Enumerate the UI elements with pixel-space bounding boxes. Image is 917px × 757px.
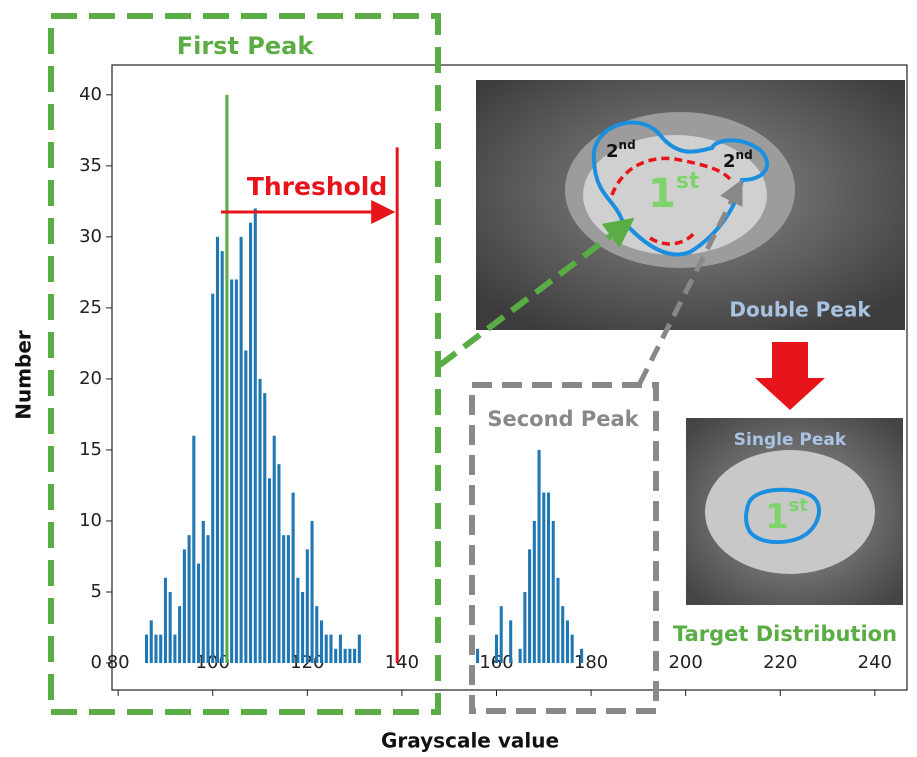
bar	[306, 549, 309, 663]
bar	[173, 635, 176, 663]
bar	[263, 393, 266, 663]
bar	[258, 379, 261, 663]
bar	[273, 436, 276, 663]
bar	[211, 294, 214, 663]
bar	[206, 535, 209, 663]
bar	[519, 649, 522, 663]
x-tick-label: 80	[107, 652, 130, 673]
bar	[325, 635, 328, 663]
bar	[249, 223, 252, 663]
bar	[571, 635, 574, 663]
bar	[254, 208, 257, 663]
threshold-label: Threshold	[247, 172, 387, 201]
first-peak-title: First Peak	[177, 32, 315, 60]
y-tick-label: 30	[79, 226, 102, 247]
x-tick-label: 180	[574, 652, 608, 673]
bar	[344, 649, 347, 663]
bar	[188, 535, 191, 663]
bar	[287, 535, 290, 663]
bar	[500, 606, 503, 663]
bar	[145, 635, 148, 663]
bar	[509, 620, 512, 663]
bar	[301, 592, 304, 663]
bar	[221, 251, 224, 663]
bar	[192, 436, 195, 663]
bar	[202, 521, 205, 663]
bar	[292, 493, 295, 663]
target-caption: Target Distribution	[673, 622, 897, 646]
y-axis-label: Number	[12, 330, 36, 420]
y-tick-label: 10	[79, 510, 102, 531]
x-tick-label: 240	[858, 652, 892, 673]
bar	[339, 635, 342, 663]
bar	[216, 237, 219, 663]
bar	[495, 635, 498, 663]
bar	[334, 649, 337, 663]
y-tick-label: 40	[79, 84, 102, 105]
bar	[528, 549, 531, 663]
bar	[178, 606, 181, 663]
y-tick-label: 20	[79, 368, 102, 389]
bar	[150, 620, 153, 663]
single-peak-image: 1st Single Peak	[686, 418, 903, 605]
bar	[296, 578, 299, 663]
bar	[547, 493, 550, 663]
bar	[580, 649, 583, 663]
bar	[244, 351, 247, 664]
bar	[235, 279, 238, 663]
bar	[183, 549, 186, 663]
bar	[159, 635, 162, 663]
bar	[358, 635, 361, 663]
single-peak-caption: Single Peak	[734, 430, 847, 450]
y-tick-label: 25	[79, 297, 102, 318]
bar	[197, 564, 200, 663]
x-tick-label: 220	[763, 652, 797, 673]
bar	[566, 620, 569, 663]
bar	[353, 649, 356, 663]
bar	[282, 535, 285, 663]
figure: 8010012014016018020022024005101520253035…	[0, 0, 917, 757]
bar	[329, 635, 332, 663]
bar	[230, 279, 233, 663]
x-tick-label: 200	[668, 652, 702, 673]
bar	[277, 464, 280, 663]
bar	[533, 521, 536, 663]
x-axis-label: Grayscale value	[381, 729, 559, 753]
bar	[154, 635, 157, 663]
bar	[552, 521, 555, 663]
double-peak-caption: Double Peak	[729, 298, 871, 322]
second-peak-title: Second Peak	[487, 407, 639, 431]
y-tick-label: 35	[79, 155, 102, 176]
bar	[311, 521, 314, 663]
bar	[538, 450, 541, 663]
y-tick-label: 5	[91, 581, 102, 602]
bar	[315, 606, 318, 663]
bar	[542, 493, 545, 663]
bar	[169, 592, 172, 663]
bar	[240, 237, 243, 663]
bar	[164, 578, 167, 663]
peak-line	[225, 95, 228, 663]
bar	[561, 606, 564, 663]
bar	[476, 649, 479, 663]
bar	[268, 478, 271, 663]
bar	[348, 649, 351, 663]
bar	[320, 620, 323, 663]
y-tick-label: 0	[91, 652, 102, 673]
bar	[523, 592, 526, 663]
x-tick-label: 140	[385, 652, 419, 673]
bar	[556, 578, 559, 663]
down-arrow	[755, 342, 825, 410]
y-tick-label: 15	[79, 439, 102, 460]
